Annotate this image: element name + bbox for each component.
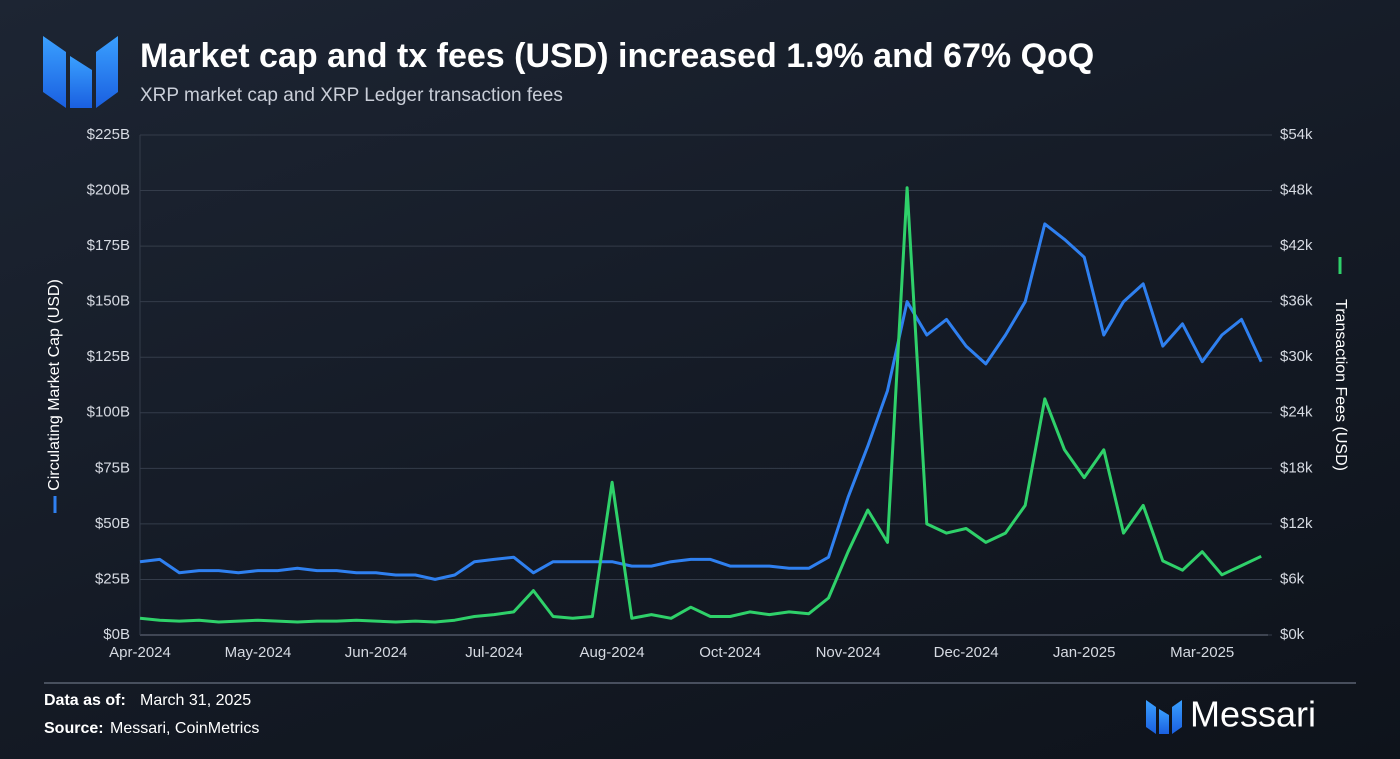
footer-text: Messari, CoinMetrics	[110, 720, 259, 737]
y-tick-label: $100B	[87, 404, 130, 421]
y2-tick-label: $18k	[1280, 459, 1313, 476]
x-tick-label: Jun-2024	[345, 644, 408, 661]
chart-title: Market cap and tx fees (USD) increased 1…	[140, 37, 1094, 75]
y-tick-label: $50B	[95, 515, 130, 532]
brand-name: Messari	[1190, 694, 1316, 735]
legend-entry: Transaction Fees (USD)	[1332, 257, 1349, 471]
legend-entry: Circulating Market Cap (USD)	[46, 279, 63, 513]
x-tick-label: Mar-2025	[1170, 644, 1234, 661]
x-tick-label: Jan-2025	[1053, 644, 1116, 661]
x-tick-label: May-2024	[225, 644, 292, 661]
y-tick-label: $225B	[87, 126, 130, 143]
legend-label: Circulating Market Cap (USD)	[46, 279, 63, 491]
y-tick-label: $25B	[95, 570, 130, 587]
y-tick-label: $175B	[87, 237, 130, 254]
logo	[43, 36, 118, 108]
y-tick-label: $200B	[87, 182, 130, 199]
y2-tick-label: $24k	[1280, 404, 1313, 421]
footer-label: Data as of:	[44, 692, 126, 709]
x-tick-label: Nov-2024	[816, 644, 881, 661]
y2-tick-label: $6k	[1280, 570, 1305, 587]
y-tick-label: $75B	[95, 459, 130, 476]
footer-label: Source:	[44, 720, 104, 737]
y2-tick-label: $48k	[1280, 182, 1313, 199]
brand-logo	[1146, 700, 1182, 734]
x-tick-label: Dec-2024	[934, 644, 999, 661]
series-line	[139, 222, 1263, 581]
y2-tick-label: $54k	[1280, 126, 1313, 143]
y2-tick-label: $42k	[1280, 237, 1313, 254]
series-line	[139, 186, 1262, 624]
grid: $0B $25B $50B $75B $100B $125B $150B $175B $200B…	[87, 126, 1313, 661]
footer-text: March 31, 2025	[140, 692, 251, 709]
x-tick-label: Jul-2024	[465, 644, 523, 661]
y-tick-label: $0B	[103, 626, 130, 643]
y2-tick-label: $12k	[1280, 515, 1313, 532]
legend-label: Transaction Fees (USD)	[1332, 299, 1349, 471]
y-tick-label: $125B	[87, 348, 130, 365]
y2-tick-label: $30k	[1280, 348, 1313, 365]
y2-tick-label: $36k	[1280, 293, 1313, 310]
x-tick-label: Oct-2024	[699, 644, 761, 661]
y-tick-label: $150B	[87, 293, 130, 310]
chart-subtitle: XRP market cap and XRP Ledger transactio…	[140, 85, 563, 106]
plot	[139, 186, 1263, 624]
x-tick-label: Aug-2024	[580, 644, 645, 661]
x-tick-label: Apr-2024	[109, 644, 171, 661]
y2-tick-label: $0k	[1280, 626, 1305, 643]
